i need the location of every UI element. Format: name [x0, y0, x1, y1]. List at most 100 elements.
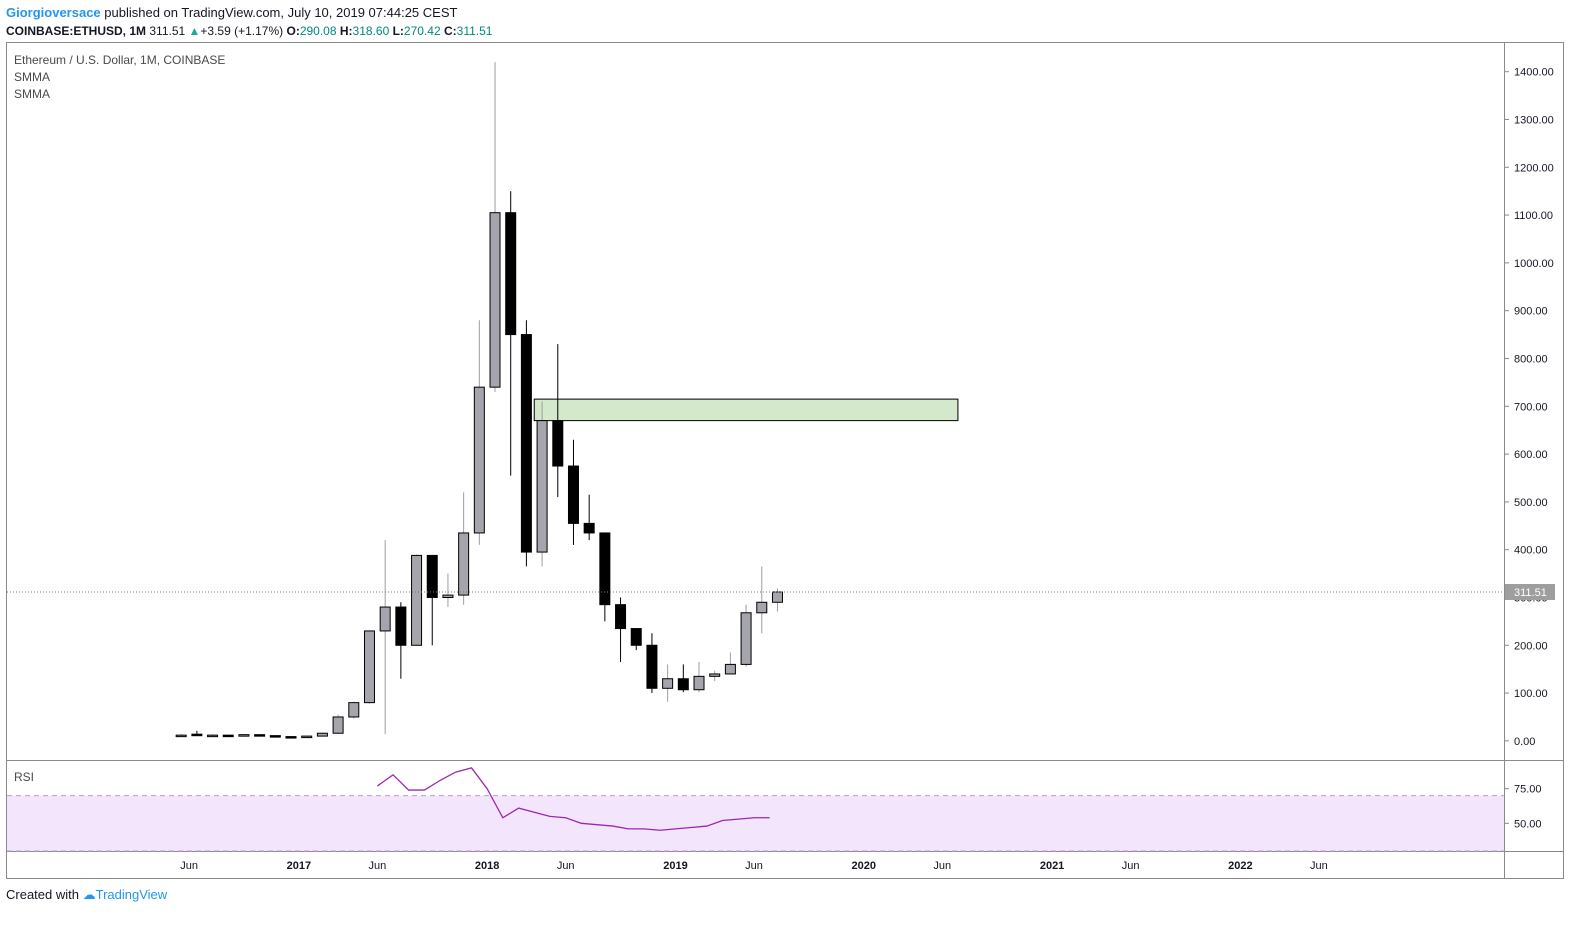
rsi-band: [7, 795, 1504, 851]
time-tick-label: 2022: [1228, 860, 1252, 872]
time-tick-label: 2021: [1040, 860, 1064, 872]
candle: [567, 439, 579, 545]
price-tick-label: 1000.00: [1514, 258, 1554, 270]
time-tick-label: Jun: [745, 860, 763, 872]
price-tick-label: 600.00: [1514, 449, 1548, 461]
candle: [301, 735, 313, 739]
tradingview-logo-icon[interactable]: ☁: [82, 887, 96, 902]
price-tick-label: 1200.00: [1514, 162, 1554, 174]
candle: [756, 566, 768, 634]
price-tick-label: 400.00: [1514, 545, 1548, 557]
candles: [175, 62, 783, 739]
candle-body: [285, 736, 297, 739]
price-axis: 0.00100.00200.00300.00400.00500.00600.00…: [1504, 67, 1554, 748]
candle-body: [348, 702, 360, 718]
time-tick-label: Jun: [369, 860, 387, 872]
candle-body: [473, 386, 485, 534]
time-tick-label: Jun: [1310, 860, 1328, 872]
symbol-label: COINBASE:ETHUSD, 1M: [6, 24, 147, 38]
close-label: C:: [443, 24, 457, 38]
price-tick-label: 1300.00: [1514, 114, 1554, 126]
price-tick-label: 200.00: [1514, 640, 1548, 652]
last-price: 311.51: [149, 24, 186, 38]
candle-body: [693, 675, 705, 691]
author-link[interactable]: Giorgioversace: [6, 5, 101, 20]
candle: [740, 604, 752, 667]
candle-body: [520, 334, 532, 553]
rsi-legend: RSI: [14, 770, 34, 784]
last-price-marker: 311.51: [7, 583, 1555, 600]
smma-legend-1: SMMA: [14, 70, 50, 84]
candle: [411, 554, 423, 646]
candle: [630, 628, 642, 651]
rsi-line: [377, 767, 770, 831]
candle: [552, 344, 564, 498]
candle-body: [505, 212, 517, 336]
price-tick-label: 0.00: [1514, 736, 1535, 748]
candle-body: [254, 734, 266, 737]
candle: [505, 191, 517, 476]
created-with-label: Created with: [6, 887, 79, 902]
candle-body: [740, 612, 752, 665]
candle-body: [363, 630, 375, 704]
candle-body: [646, 644, 658, 689]
high-label: H:: [339, 24, 353, 38]
candle: [646, 633, 658, 694]
candle: [599, 532, 611, 622]
candle: [379, 540, 391, 735]
price-tick-label: 700.00: [1514, 401, 1548, 413]
time-axis: Jun 2017 Jun 2018 Jun 2019 Jun 2020 Jun 2021 Jun 20…: [180, 860, 1328, 872]
candle: [238, 734, 250, 737]
candle: [395, 602, 407, 679]
candle-body: [411, 554, 423, 646]
time-tick-label: 2018: [475, 860, 499, 872]
smma-legend-2: SMMA: [14, 87, 50, 101]
candle-body: [599, 532, 611, 606]
candle-body: [615, 604, 627, 630]
candle-body: [677, 678, 689, 691]
candle: [583, 494, 595, 541]
candle: [693, 662, 705, 693]
candle-body: [191, 733, 203, 737]
candle-body: [222, 734, 234, 738]
price-tick-label: 1400.00: [1514, 67, 1554, 79]
time-tick-label: 2017: [287, 860, 311, 872]
candle-body: [583, 522, 595, 534]
candle: [191, 730, 203, 737]
candle-body: [756, 601, 768, 614]
candle: [269, 735, 281, 738]
candle-body: [709, 673, 721, 677]
price-tick-label: 500.00: [1514, 497, 1548, 509]
footer: Created with ☁TradingView: [6, 887, 167, 903]
candle-body: [442, 594, 454, 598]
candle: [724, 652, 736, 675]
candle-body: [426, 554, 438, 598]
candle: [458, 492, 470, 605]
candle-body: [662, 678, 674, 689]
candle: [316, 732, 328, 737]
candle: [332, 714, 344, 734]
time-tick-label: 2020: [852, 860, 876, 872]
price-tick-label: 900.00: [1514, 306, 1548, 318]
candle: [615, 597, 627, 663]
candle-body: [771, 591, 783, 603]
candle-body: [238, 734, 250, 737]
chart-header: Giorgioversace published on TradingView.…: [6, 4, 492, 40]
candle-body: [175, 734, 187, 738]
candle-body: [552, 420, 564, 467]
ohlc-line: COINBASE:ETHUSD, 1M 311.51 ▲+3.59 (+1.17…: [6, 22, 492, 40]
candle-body: [567, 465, 579, 524]
time-tick-label: Jun: [933, 860, 951, 872]
tradingview-brand[interactable]: TradingView: [95, 887, 168, 902]
rsi-pane: 75.00 50.00: [7, 767, 1542, 852]
last-price-box: [1505, 583, 1555, 600]
publish-info: published on TradingView.com, July 10, 2…: [104, 5, 458, 20]
candle-body: [536, 420, 548, 553]
open-value: 290.08: [299, 24, 337, 38]
candle: [473, 320, 485, 545]
low-label: L:: [392, 24, 404, 38]
candle-body: [301, 735, 313, 739]
candle-body: [395, 606, 407, 646]
candle-body: [489, 212, 501, 388]
